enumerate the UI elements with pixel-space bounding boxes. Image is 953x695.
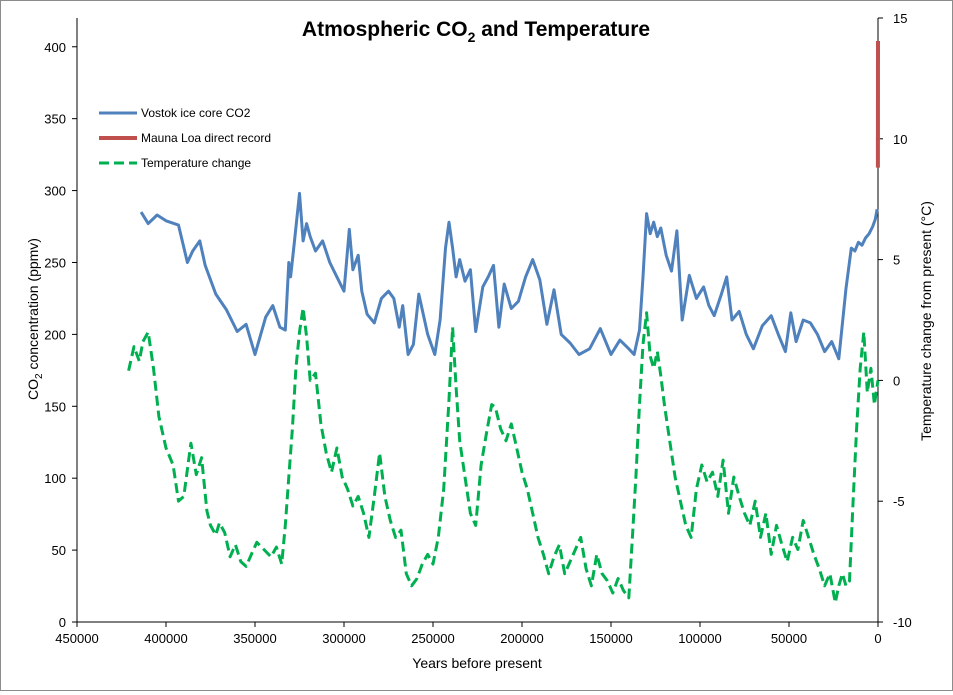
x-tick-label: 200000 [500, 631, 543, 646]
y-right-tick-label: 15 [893, 11, 907, 26]
legend-label-mauna-loa: Mauna Loa direct record [141, 131, 271, 145]
x-tick-label: 400000 [144, 631, 187, 646]
x-tick-label: 300000 [322, 631, 365, 646]
x-tick-label: 50000 [771, 631, 807, 646]
y-left-tick-label: 300 [44, 184, 66, 199]
y-left-tick-label: 50 [52, 543, 66, 558]
y-right-tick-label: -10 [893, 615, 912, 630]
y-axis-left-label: CO2 concentration (ppmv) [25, 238, 45, 400]
y-left-tick-label: 200 [44, 327, 66, 342]
y-left-tick-label: 0 [59, 615, 66, 630]
legend-label-temperature: Temperature change [141, 156, 251, 170]
y-left-tick-label: 400 [44, 40, 66, 55]
y-left-tick-label: 350 [44, 112, 66, 127]
x-tick-label: 150000 [589, 631, 632, 646]
vostok-co2-line [141, 193, 877, 358]
y-right-tick-label: 0 [893, 373, 900, 388]
legend-label-vostok: Vostok ice core CO2 [141, 106, 251, 120]
y-axis-right-label: Temperature change from present (°C) [918, 201, 934, 441]
chart-title: Atmospheric CO2 and Temperature [302, 18, 650, 45]
y-left-tick-label: 250 [44, 255, 66, 270]
x-tick-label: 0 [874, 631, 881, 646]
y-right-tick-label: 5 [893, 253, 900, 268]
y-right-tick-label: 10 [893, 132, 907, 147]
x-axis-label: Years before present [412, 655, 542, 671]
legend: Vostok ice core CO2 Mauna Loa direct rec… [99, 106, 271, 170]
x-tick-label: 250000 [411, 631, 454, 646]
x-tick-label: 100000 [678, 631, 721, 646]
temperature-change-line [129, 308, 878, 603]
y-left-tick-label: 100 [44, 471, 66, 486]
y-right-tick-label: -5 [893, 494, 905, 509]
y-left-tick-label: 150 [44, 399, 66, 414]
x-tick-label: 350000 [233, 631, 276, 646]
x-tick-label: 450000 [55, 631, 98, 646]
